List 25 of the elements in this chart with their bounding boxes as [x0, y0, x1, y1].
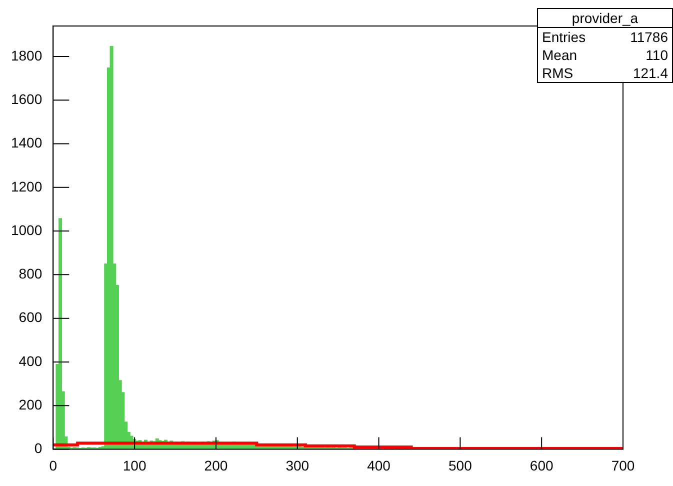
text: 110: [646, 47, 668, 63]
x-tick-label: 200: [204, 457, 228, 474]
annotation: RMS: [542, 65, 574, 81]
x-tick-label: 400: [367, 457, 391, 474]
y-tick-label: 0: [34, 440, 42, 456]
x-tick-label: 300: [286, 457, 310, 474]
text: provider_a: [538, 9, 672, 28]
y-tick-label: 1000: [10, 222, 42, 238]
x-tick-label: 500: [448, 457, 472, 474]
y-tick-label: 200: [18, 396, 42, 412]
x-tick-label: 100: [122, 457, 146, 474]
x-tick-label: 0: [49, 457, 58, 474]
y-tick-label: 800: [18, 266, 42, 282]
y-tick-label: 1600: [10, 91, 42, 108]
y-tick-label: 1800: [10, 47, 42, 64]
annotation: Entries: [542, 29, 586, 45]
y-tick-label: 1200: [10, 178, 42, 194]
text: 11786: [630, 29, 668, 45]
text: 121.4: [632, 65, 668, 81]
x-tick-label: 600: [530, 457, 554, 474]
x-tick-label: 700: [611, 457, 635, 474]
y-tick-label: 600: [18, 309, 42, 326]
y-tick-label: 1400: [10, 134, 42, 151]
annotation: Mean: [542, 47, 578, 63]
y-tick-label: 400: [18, 352, 42, 369]
